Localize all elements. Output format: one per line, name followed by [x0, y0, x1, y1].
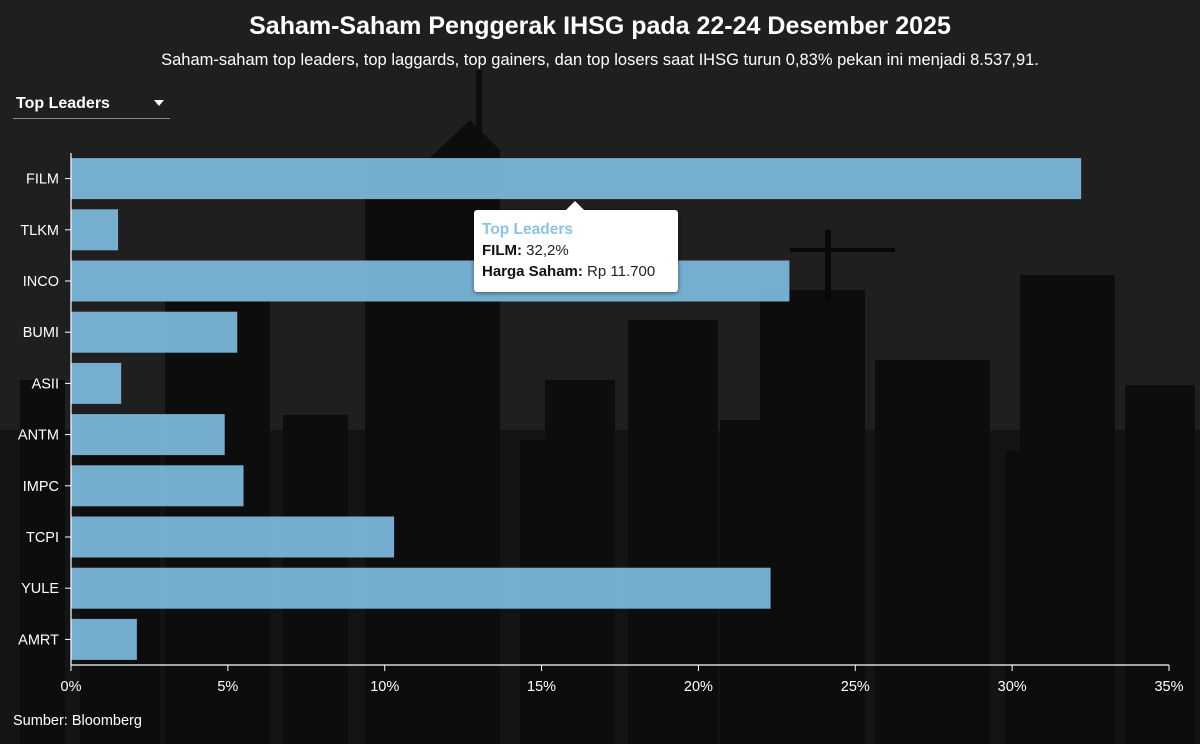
bar-tlkm[interactable]	[71, 209, 119, 251]
dropdown-selected-label: Top Leaders	[16, 95, 110, 112]
bar-amrt[interactable]	[71, 618, 137, 660]
chevron-down-icon[interactable]	[154, 100, 164, 106]
x-tick-label: 5%	[217, 679, 238, 695]
chart-subtitle: Saham-saham top leaders, top laggards, t…	[161, 51, 1039, 69]
y-tick-label: IMPC	[23, 479, 59, 495]
x-tick-label: 0%	[61, 679, 82, 695]
y-tick-label: AMRT	[18, 632, 59, 648]
y-tick-label: INCO	[23, 274, 59, 290]
tooltip-ticker-key: FILM:	[482, 242, 522, 259]
y-tick-label: YULE	[21, 581, 59, 597]
source-note: Sumber: Bloomberg	[13, 713, 142, 729]
tooltip-arrow	[566, 201, 584, 210]
x-tick-label: 30%	[998, 679, 1027, 695]
tooltip-price-line: Harga Saham: Rp 11.700	[482, 263, 655, 280]
x-tick-label: 15%	[527, 679, 556, 695]
tooltip-value-line: FILM: 32,2%	[482, 242, 569, 259]
bar-tcpi[interactable]	[71, 516, 395, 558]
tooltip-price-key: Harga Saham:	[482, 263, 583, 280]
y-tick-label: TCPI	[26, 530, 59, 546]
bar-bumi[interactable]	[71, 311, 238, 353]
y-tick-label: BUMI	[23, 325, 59, 341]
x-tick-label: 20%	[684, 679, 713, 695]
bar-asii[interactable]	[71, 362, 122, 404]
category-dropdown[interactable]: Top Leaders	[13, 92, 170, 119]
y-tick-label: FILM	[26, 172, 59, 188]
tooltip-ticker-value: 32,2%	[526, 242, 569, 259]
y-tick-label: ANTM	[18, 428, 59, 444]
x-tick-label: 25%	[841, 679, 870, 695]
bar-antm[interactable]	[71, 414, 225, 456]
x-tick-label: 35%	[1154, 679, 1183, 695]
chart-title: Saham-Saham Penggerak IHSG pada 22-24 De…	[249, 12, 951, 40]
tooltip-price-value: Rp 11.700	[587, 263, 656, 280]
bar-film[interactable]	[71, 158, 1082, 200]
y-tick-label: ASII	[32, 376, 59, 392]
bar-inco[interactable]	[71, 260, 790, 302]
bar-tooltip: Top Leaders FILM: 32,2% Harga Saham: Rp …	[474, 201, 678, 292]
tooltip-heading: Top Leaders	[482, 221, 574, 238]
y-tick-label: TLKM	[20, 223, 59, 239]
x-tick-label: 10%	[370, 679, 399, 695]
bar-yule[interactable]	[71, 567, 771, 609]
bar-impc[interactable]	[71, 465, 244, 507]
